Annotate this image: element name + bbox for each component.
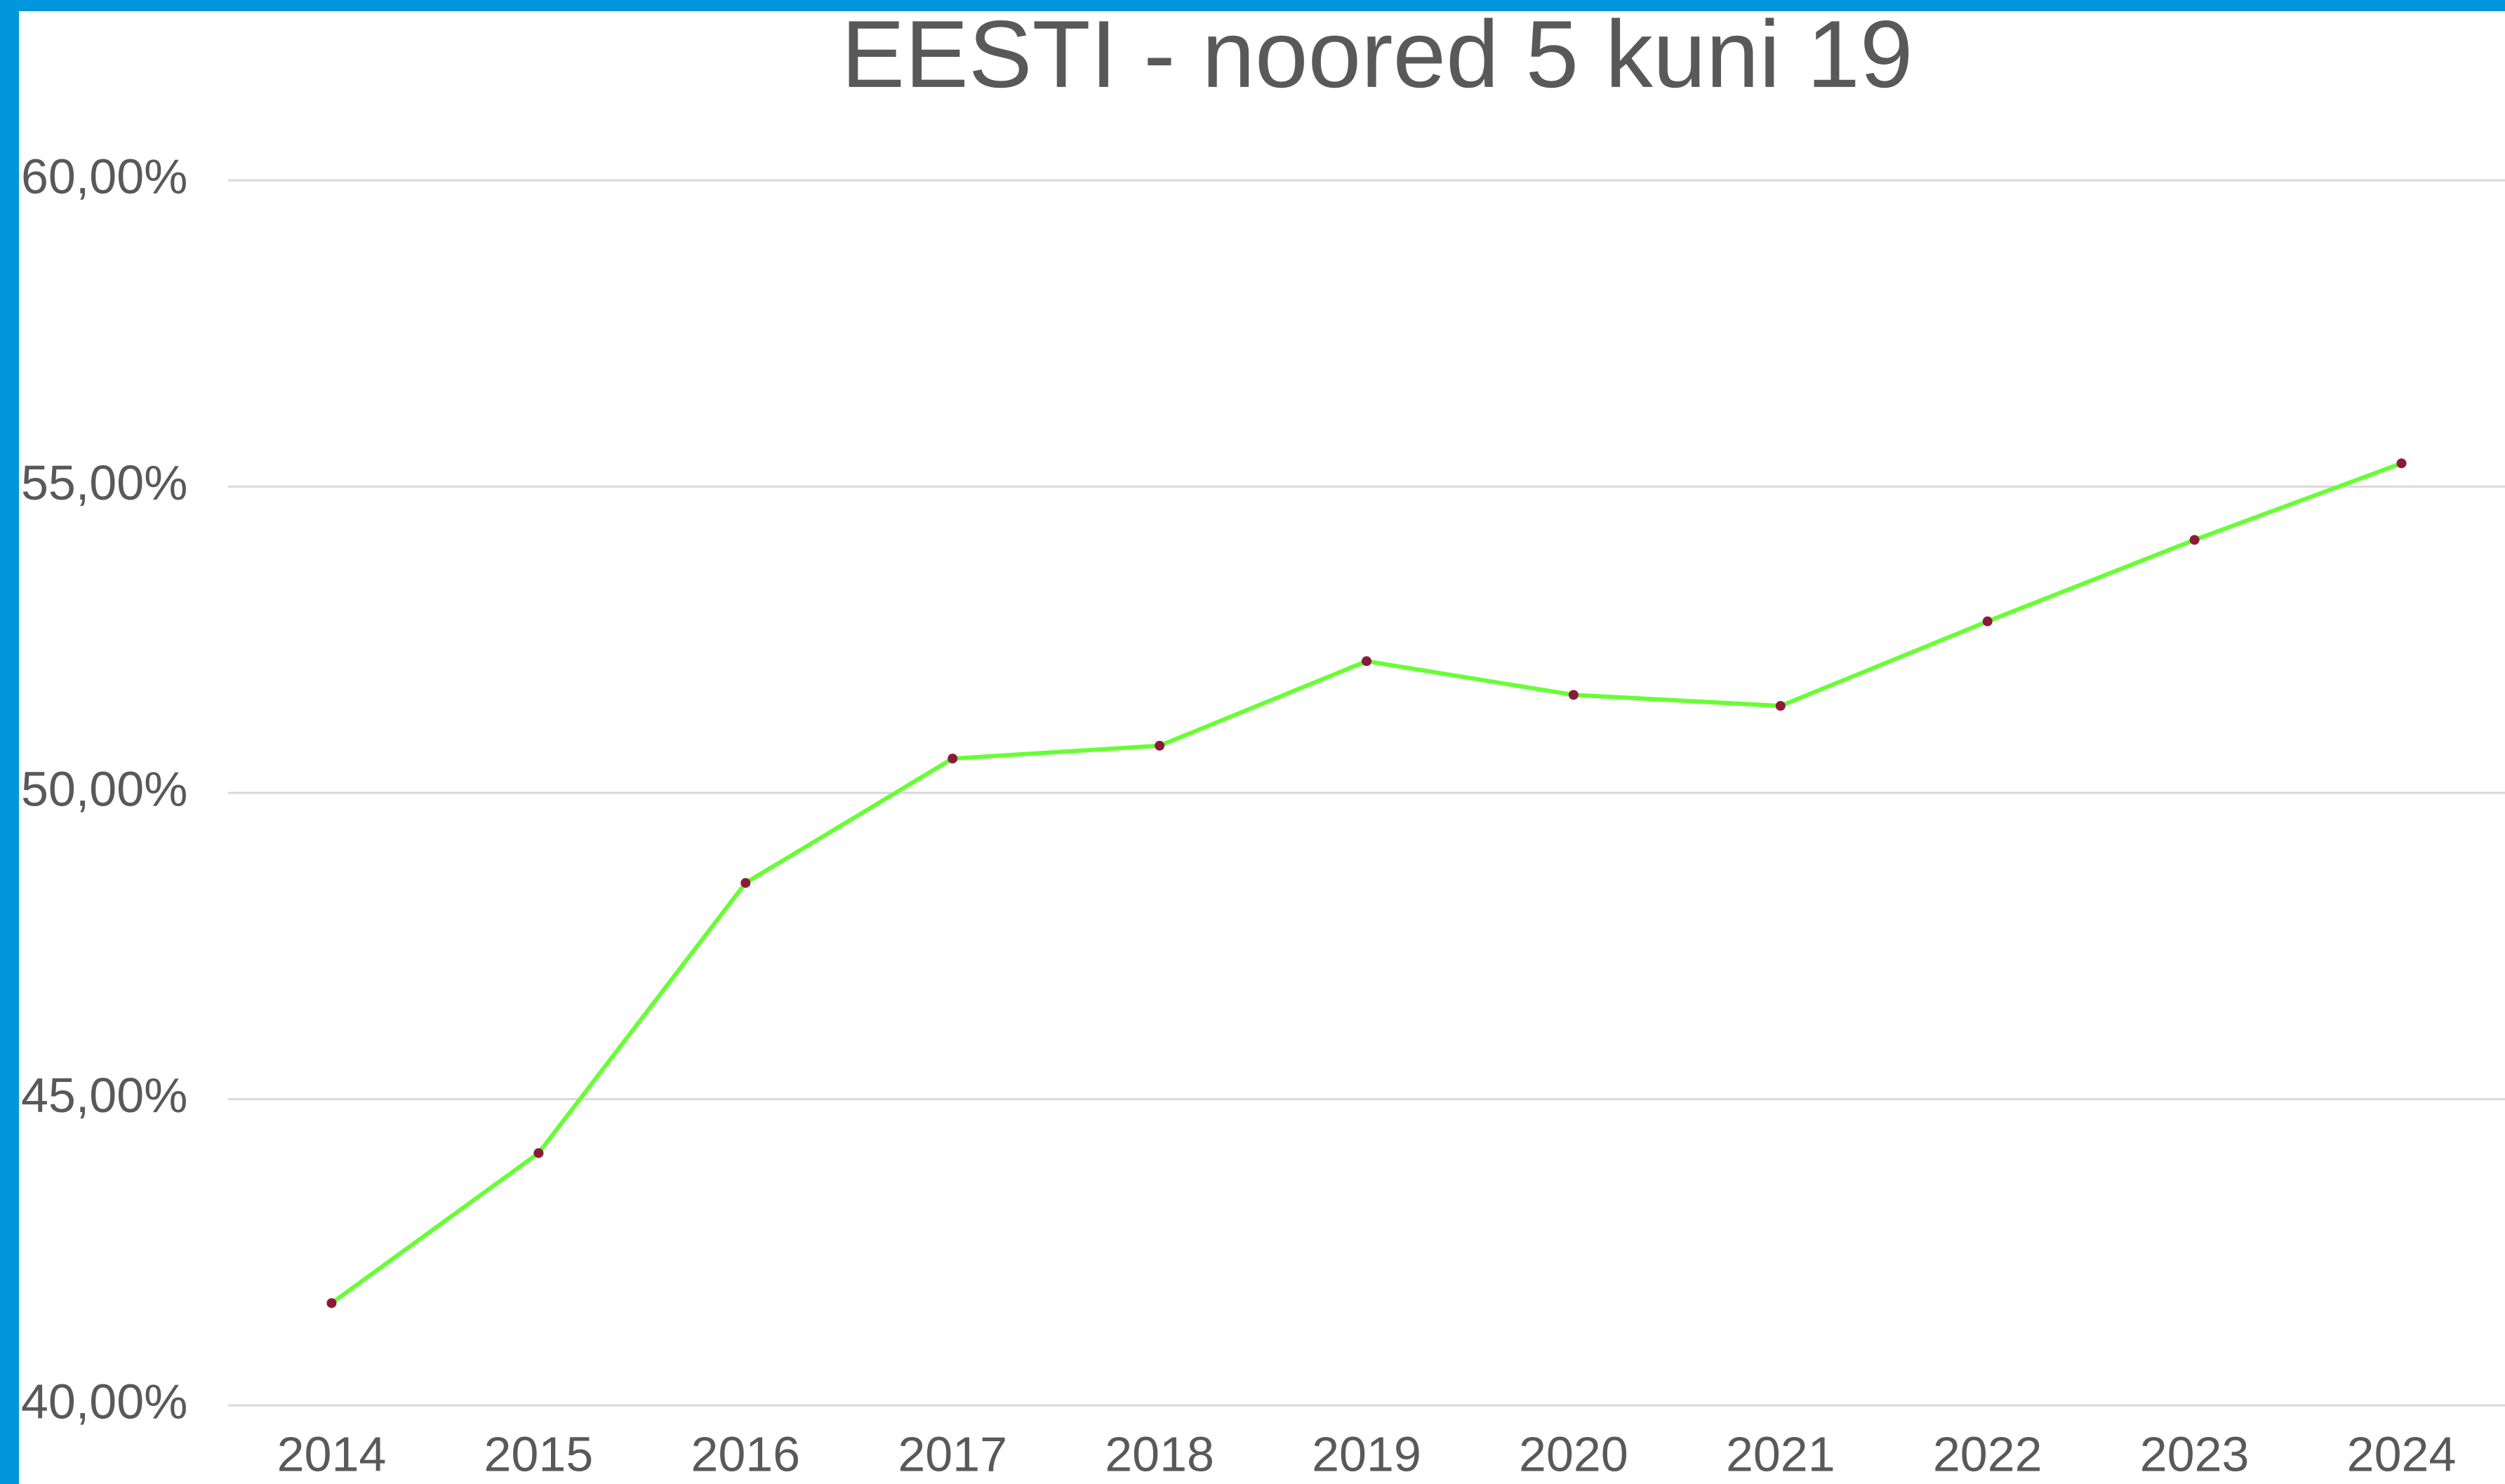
data-point [948,754,958,764]
data-point [533,1148,544,1158]
data-point [2396,458,2407,469]
x-tick-label: 2023 [2140,1426,2250,1481]
data-point [1568,690,1579,700]
x-tick-label: 2016 [691,1426,800,1481]
data-point [740,878,751,888]
top-border [0,0,2505,11]
data-point [1775,701,1786,711]
x-tick-label: 2018 [1105,1426,1214,1481]
x-tick-label: 2014 [277,1426,387,1481]
series-line [330,461,2403,1305]
x-tick-label: 2017 [898,1426,1007,1481]
data-point [2189,535,2200,545]
x-tick-label: 2024 [2347,1426,2457,1481]
x-tick-label: 2022 [1933,1426,2042,1481]
y-tick-label: 45,00% [21,1068,187,1123]
left-border [0,0,19,1484]
x-tick-label: 2020 [1519,1426,1628,1481]
y-tick-label: 40,00% [21,1374,187,1429]
data-point [1362,656,1371,667]
y-tick-label: 60,00% [21,149,187,203]
data-point [326,1298,337,1309]
data-point [1982,616,1993,627]
y-tick-label: 55,00% [21,455,187,510]
x-tick-label: 2015 [484,1426,593,1481]
x-tick-label: 2019 [1312,1426,1421,1481]
chart-title: EESTI - noored 5 kuni 19 [841,1,1913,107]
data-point [1155,740,1165,751]
y-tick-label: 50,00% [21,761,187,816]
x-tick-label: 2021 [1726,1426,1835,1481]
